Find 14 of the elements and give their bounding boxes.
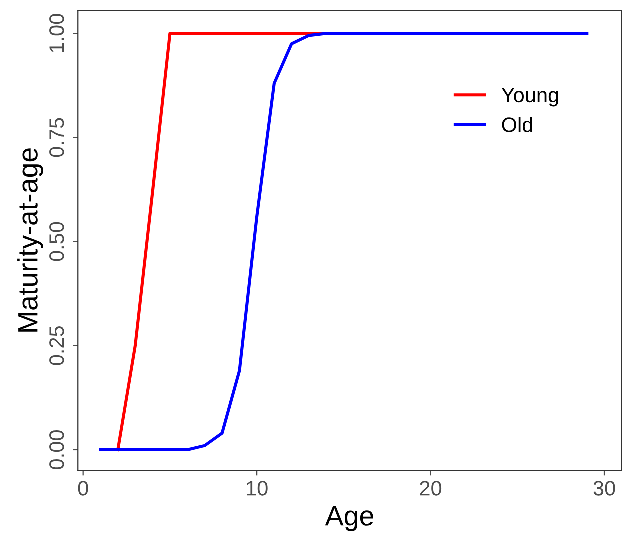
y-tick-label: 0.50 xyxy=(50,222,64,262)
y-tick-label: 0.75 xyxy=(50,118,64,158)
x-tick-label: 0 xyxy=(78,481,88,496)
x-tick-label: 20 xyxy=(420,481,442,496)
x-tick-label: 10 xyxy=(247,481,268,496)
y-tick-label: 0.00 xyxy=(50,430,64,470)
line-series xyxy=(99,32,589,452)
y-tick-label: 1.00 xyxy=(50,14,64,52)
x-tick-label: 30 xyxy=(594,481,616,496)
x-axis-title: Age xyxy=(325,506,374,532)
legend-label: Old xyxy=(502,117,532,132)
y-axis-title: Maturity-at-age xyxy=(18,148,44,332)
y-tick-label: 0.25 xyxy=(50,326,64,366)
legend-label: Young xyxy=(502,88,558,107)
